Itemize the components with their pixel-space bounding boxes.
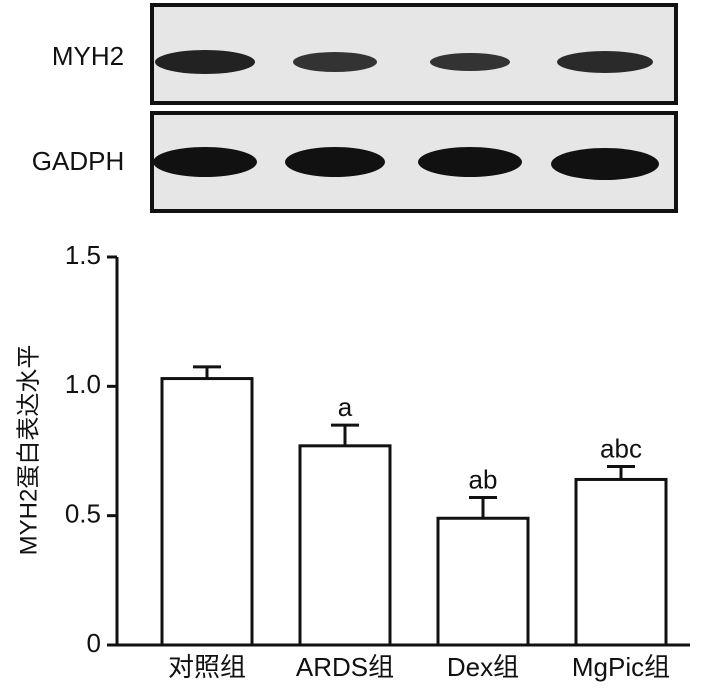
y-tick-label: 0.5 xyxy=(65,499,101,529)
blot-band xyxy=(155,50,255,74)
western-blot: MYH2 GADPH xyxy=(32,3,678,213)
bar xyxy=(298,444,392,647)
bar xyxy=(160,377,254,647)
y-axis-label: MYH2蛋白表达水平 xyxy=(15,345,42,556)
y-tick-label: 0 xyxy=(87,628,101,658)
y-tick-label: 1.5 xyxy=(65,240,101,270)
blot-band xyxy=(285,147,385,177)
error-bar xyxy=(607,465,635,480)
blot-label: GADPH xyxy=(32,146,124,176)
blot-band xyxy=(430,53,510,71)
blot-band xyxy=(557,51,653,73)
blot-band xyxy=(153,147,257,177)
blot-label: MYH2 xyxy=(52,41,124,71)
x-tick-label: MgPic组 xyxy=(572,652,670,682)
blot-band xyxy=(293,52,377,72)
y-tick-label: 1.0 xyxy=(65,369,101,399)
x-tick-label: 对照组 xyxy=(168,652,246,682)
x-tick-label: ARDS组 xyxy=(296,652,394,682)
x-tick-label: Dex组 xyxy=(447,652,519,682)
error-bar xyxy=(469,496,497,519)
error-bar xyxy=(193,365,221,379)
significance-label: abc xyxy=(600,433,642,463)
blot-band xyxy=(418,147,522,177)
significance-label: ab xyxy=(469,464,498,494)
bar xyxy=(436,516,530,647)
blot-band xyxy=(551,148,659,180)
significance-label: a xyxy=(338,392,353,422)
error-bar xyxy=(331,423,359,446)
bar xyxy=(574,477,668,647)
